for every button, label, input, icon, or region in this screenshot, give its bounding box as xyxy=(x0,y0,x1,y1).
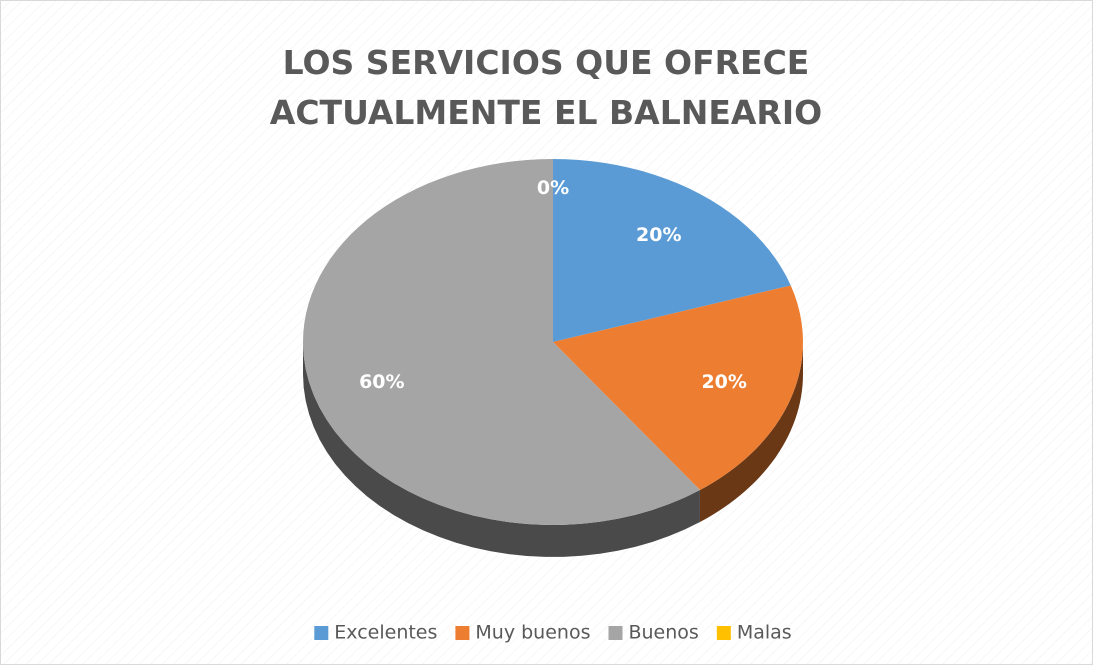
data-label: 20% xyxy=(701,371,746,393)
chart-title: LOS SERVICIOS QUE OFRECE ACTUALMENTE EL … xyxy=(269,43,823,132)
legend-swatch xyxy=(716,626,731,640)
pie-side xyxy=(699,342,803,523)
legend-label: Excelentes xyxy=(334,622,437,644)
legend-swatch xyxy=(455,626,470,640)
legend-swatch xyxy=(608,626,623,640)
legend-label: Muy buenos xyxy=(475,622,590,644)
data-label: 0% xyxy=(537,177,569,199)
pie-slice xyxy=(553,285,803,491)
pie-side xyxy=(303,342,700,557)
data-label: 60% xyxy=(359,371,404,393)
legend-label: Malas xyxy=(737,622,792,644)
legend-label: Buenos xyxy=(628,622,698,644)
legend: Excelentes Muy buenos Buenos Malas xyxy=(314,622,792,644)
data-label: 20% xyxy=(636,224,681,246)
legend-swatch xyxy=(314,626,329,640)
pie-slice xyxy=(303,159,700,525)
pie-tops xyxy=(303,159,803,525)
pie-sides xyxy=(303,342,803,557)
pie-slice xyxy=(553,159,791,342)
data-labels: 20% 20% 60% 0% xyxy=(359,177,747,393)
